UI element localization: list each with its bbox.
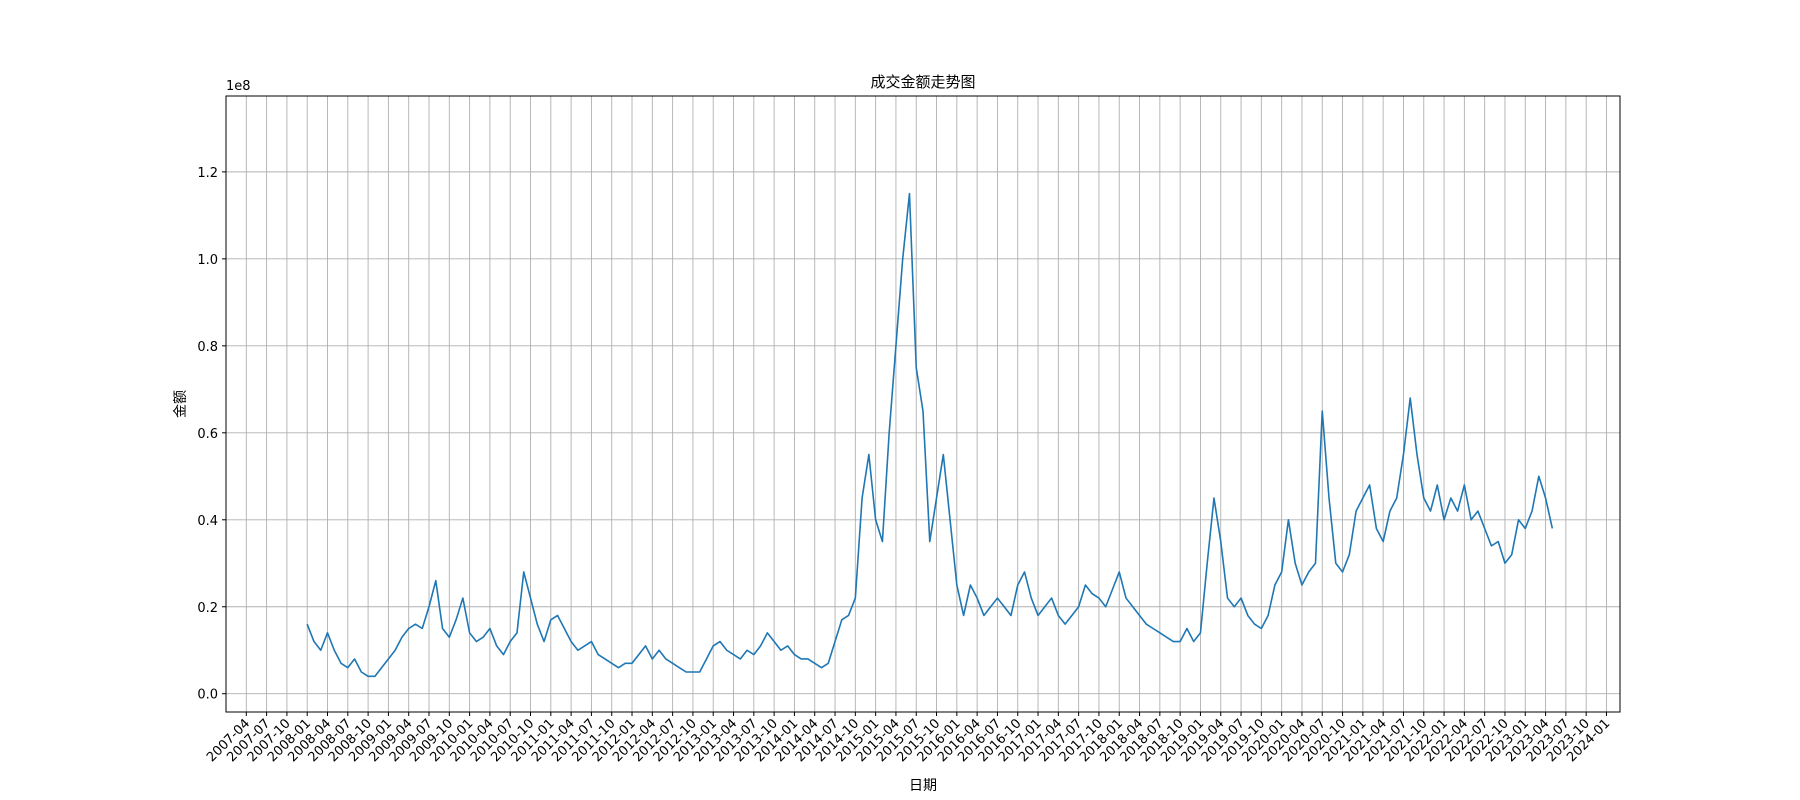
- y-offset-label: 1e8: [226, 79, 251, 94]
- y-tick-label: 0.4: [197, 514, 218, 529]
- y-tick-label: 0.2: [197, 601, 218, 616]
- y-tick-label: 1.2: [197, 166, 218, 181]
- data-line: [306, 192, 1554, 678]
- y-tick-label: 0.8: [197, 340, 218, 355]
- y-axis-label: 金额: [173, 390, 189, 418]
- plot-frame: [225, 95, 1621, 713]
- y-tick-label: 1.0: [197, 253, 218, 268]
- y-tick-label: 0.0: [197, 688, 218, 703]
- chart-title: 成交金额走势图: [870, 73, 975, 91]
- y-tick-label: 0.6: [197, 427, 218, 442]
- x-axis-label: 日期: [909, 778, 937, 794]
